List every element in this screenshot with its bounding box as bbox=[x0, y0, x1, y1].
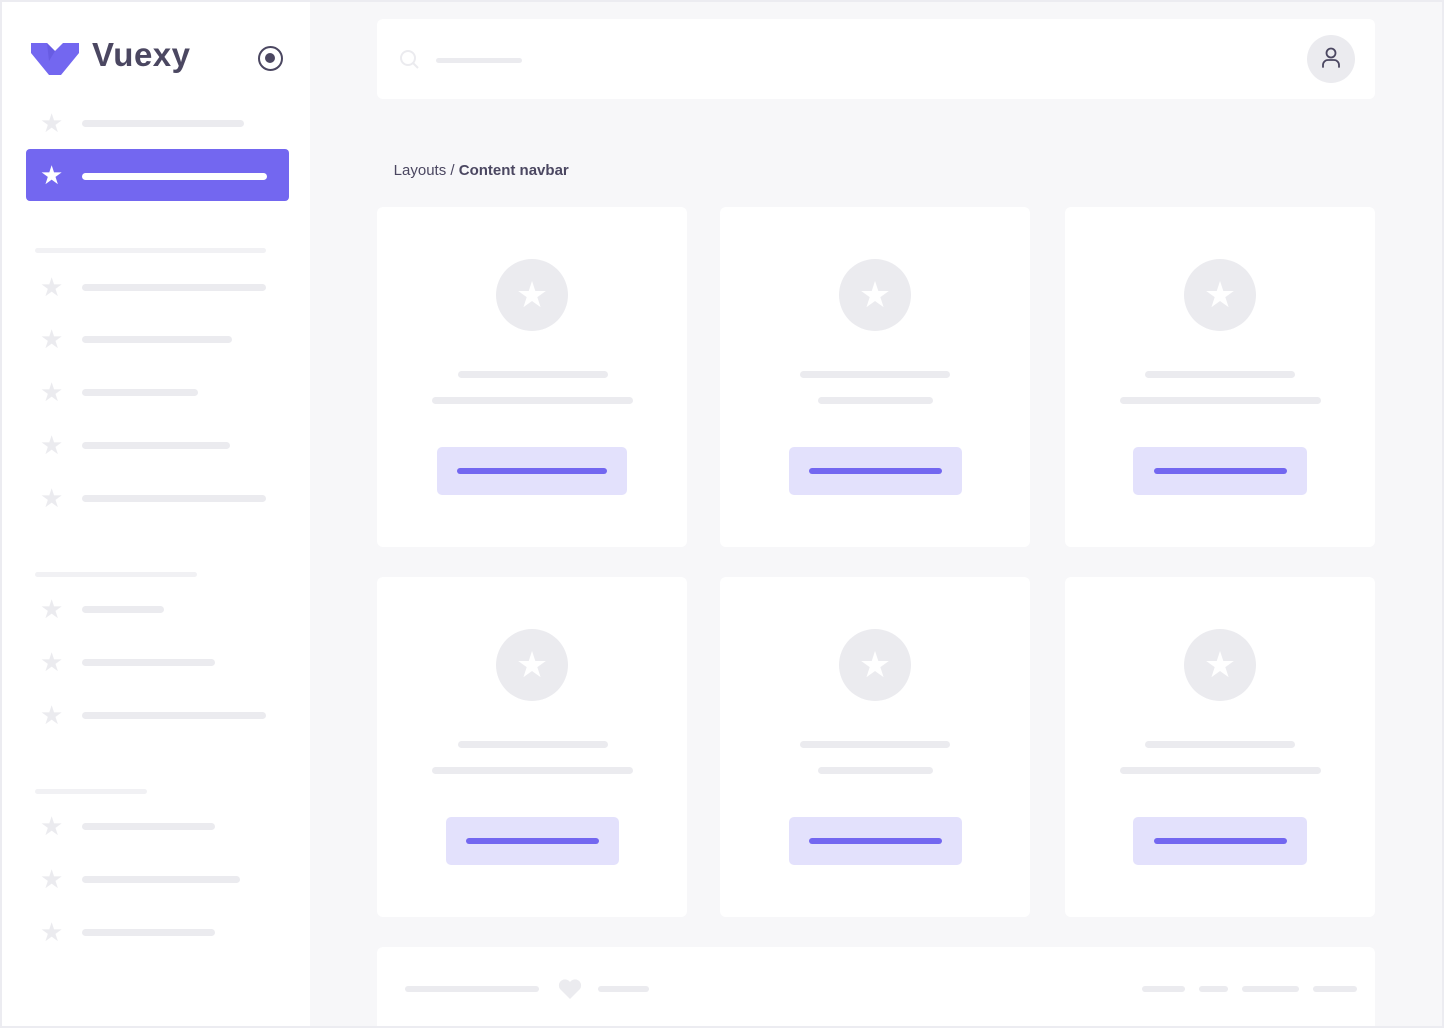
footer bbox=[377, 947, 1375, 1026]
star-icon: ★ bbox=[40, 108, 64, 138]
star-icon: ★ bbox=[40, 430, 64, 460]
star-icon: ★ bbox=[40, 864, 64, 894]
heart-icon bbox=[558, 979, 582, 999]
card: ★ bbox=[377, 577, 687, 917]
star-icon: ★ bbox=[40, 811, 64, 841]
star-icon: ★ bbox=[839, 629, 911, 701]
user-avatar-button[interactable] bbox=[1307, 35, 1355, 83]
card: ★ bbox=[1065, 577, 1375, 917]
star-icon: ★ bbox=[839, 259, 911, 331]
sidebar: Vuexy ★ ★ ★ ★ ★ ★ ★ ★ ★ ★ ★ ★ ★ bbox=[2, 2, 310, 1026]
section-header bbox=[35, 572, 197, 577]
footer-link[interactable] bbox=[1313, 986, 1357, 992]
footer-link[interactable] bbox=[1142, 986, 1185, 992]
content-navbar bbox=[377, 19, 1375, 99]
card-button[interactable] bbox=[1133, 447, 1307, 495]
radio-circle-icon bbox=[265, 53, 275, 63]
star-icon: ★ bbox=[496, 259, 568, 331]
section-header bbox=[35, 789, 147, 794]
star-icon: ★ bbox=[40, 160, 64, 190]
star-icon: ★ bbox=[40, 647, 64, 677]
card: ★ bbox=[377, 207, 687, 547]
user-icon bbox=[1322, 47, 1340, 68]
star-icon: ★ bbox=[496, 629, 568, 701]
search-icon[interactable] bbox=[399, 49, 421, 71]
brand-name: Vuexy bbox=[92, 36, 191, 73]
star-icon: ★ bbox=[40, 917, 64, 947]
card-button[interactable] bbox=[789, 447, 962, 495]
breadcrumb-separator: / bbox=[446, 162, 459, 179]
star-icon: ★ bbox=[1184, 629, 1256, 701]
breadcrumb: Layouts / Content navbar bbox=[377, 145, 569, 196]
star-icon: ★ bbox=[1184, 259, 1256, 331]
card-button[interactable] bbox=[437, 447, 627, 495]
card-button[interactable] bbox=[789, 817, 962, 865]
star-icon: ★ bbox=[40, 700, 64, 730]
breadcrumb-parent[interactable]: Layouts bbox=[393, 162, 447, 179]
search-input[interactable] bbox=[436, 58, 522, 63]
star-icon: ★ bbox=[40, 324, 64, 354]
star-icon: ★ bbox=[40, 272, 64, 302]
star-icon: ★ bbox=[40, 483, 64, 513]
breadcrumb-current: Content navbar bbox=[458, 162, 569, 179]
card: ★ bbox=[1065, 207, 1375, 547]
footer-link[interactable] bbox=[1242, 986, 1299, 992]
logo-icon bbox=[31, 43, 79, 75]
sidebar-item-active[interactable]: ★ bbox=[26, 149, 289, 201]
card-button[interactable] bbox=[446, 817, 619, 865]
card-button[interactable] bbox=[1133, 817, 1307, 865]
sidebar-toggle-button[interactable] bbox=[258, 46, 283, 71]
footer-link[interactable] bbox=[1199, 986, 1228, 992]
card: ★ bbox=[720, 207, 1030, 547]
card: ★ bbox=[720, 577, 1030, 917]
star-icon: ★ bbox=[40, 377, 64, 407]
section-header bbox=[35, 248, 266, 253]
star-icon: ★ bbox=[40, 594, 64, 624]
